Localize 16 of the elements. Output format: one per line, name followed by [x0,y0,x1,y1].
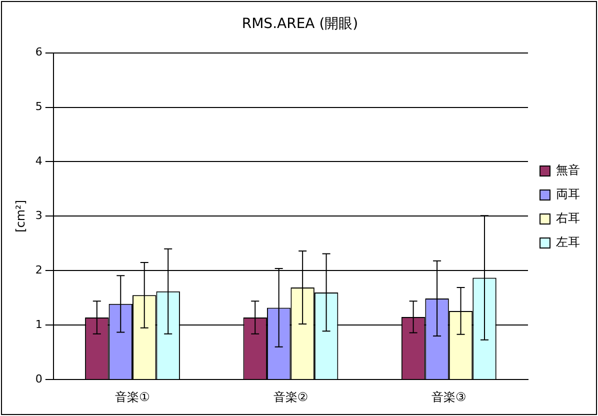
y-tick-label: 6 [35,46,42,59]
y-tick-label: 1 [35,318,42,331]
y-tick-label: 0 [35,372,42,386]
legend-label: 無音 [556,163,580,178]
y-axis-title: [cm²] [13,200,28,232]
chart-title: RMS.AREA (開眼) [242,16,358,32]
y-tick-label: 3 [35,209,42,222]
legend-label: 右耳 [556,211,580,226]
legend-label: 両耳 [556,187,580,202]
x-tick-label: 音楽② [273,390,308,404]
legend-label: 左耳 [556,235,580,250]
x-tick-label: 音楽③ [432,390,466,404]
y-tick-label: 4 [35,154,42,168]
x-tick-label: 音楽① [115,390,150,404]
y-tick-label: 5 [35,100,42,114]
y-tick-label: 2 [35,264,42,277]
